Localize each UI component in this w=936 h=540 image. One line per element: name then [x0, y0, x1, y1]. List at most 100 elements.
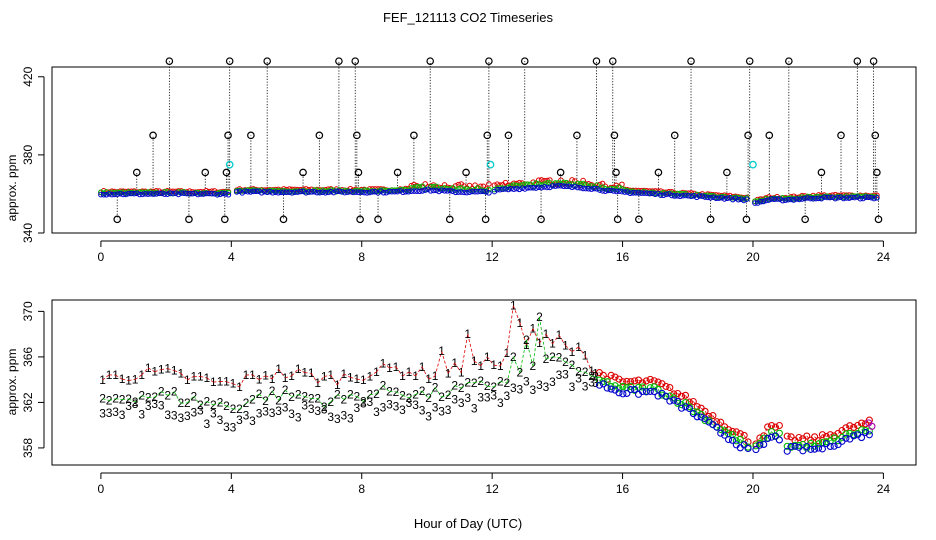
series-line-l2: [830, 437, 835, 442]
point-l3-bottom: 3: [217, 413, 224, 427]
point-l3-top: [100, 191, 107, 198]
point-l2-top: [513, 182, 520, 189]
spike-point: [504, 131, 513, 140]
point-l3-top: [779, 197, 786, 204]
point-l3-top: [657, 192, 664, 198]
point-l3-top: [455, 189, 462, 195]
axes-top: 0 4 8 12 16 20 24 340 380 420: [21, 66, 890, 264]
point-l3-top: [438, 187, 445, 193]
point-l3-top: [272, 189, 279, 195]
series-line-l1: [837, 430, 843, 434]
point-l3-top: [608, 187, 614, 194]
point-l3-bottom: [807, 445, 815, 453]
point-l3-top: [153, 191, 160, 197]
point-l3-bottom: [681, 403, 690, 411]
point-l3-top: [427, 188, 434, 194]
point-l1-top: [480, 183, 487, 190]
point-l2-top: [175, 189, 182, 195]
point-l3-bottom: 3: [256, 407, 263, 421]
point-l3-top: [208, 190, 215, 197]
point-l3-top: [125, 190, 132, 197]
point-l3-top: [220, 190, 226, 197]
point-l3-bottom: 3: [399, 403, 406, 417]
point-l3-bottom: [811, 445, 819, 453]
point-l1-bottom: [764, 423, 772, 431]
point-l3-top: [195, 191, 201, 198]
point-l3-top: [253, 188, 259, 195]
point-l3-bottom: 3: [360, 396, 367, 410]
series-line-l2: [669, 395, 674, 399]
point-l3-top: [375, 190, 381, 196]
point-l1-bottom: [818, 431, 826, 439]
series-line-l1: [642, 380, 647, 384]
series-line-l1: [278, 368, 286, 379]
point-l3-top: [530, 184, 537, 191]
series-line-l2: [681, 402, 686, 406]
series-line-l2: [115, 398, 123, 401]
series-line-l2: [141, 395, 149, 398]
point-l3-top: [425, 186, 431, 193]
point-l3-top: [760, 198, 767, 205]
point-l3-top: [214, 192, 221, 198]
series-line-l1: [154, 369, 162, 373]
point-l3-top: [677, 193, 683, 200]
point-l3-top: [666, 191, 672, 197]
point-l3-bottom: [771, 432, 780, 440]
point-l3-bottom: [787, 442, 795, 450]
x-tick-label-bottom: 16: [616, 482, 630, 496]
point-l3-top: [159, 190, 165, 197]
point-l3-bottom: 3: [425, 410, 432, 424]
point-l3-top: [430, 187, 437, 194]
point-l3-top: [281, 189, 287, 196]
point-l3-top: [815, 195, 822, 202]
series-line-l1: [441, 351, 449, 374]
point-l3-top: [533, 185, 539, 191]
point-l3-top: [605, 187, 611, 194]
point-l2-top: [616, 184, 622, 191]
point-l3-top: [671, 193, 678, 199]
series-line-l2: [271, 390, 279, 401]
point-l2-bottom: [666, 392, 674, 400]
point-l3-bottom: [607, 385, 615, 393]
spike-point: [481, 215, 490, 224]
point-l3-top: [807, 195, 814, 202]
point-l3-bottom: [697, 413, 705, 421]
point-l3-top: [123, 191, 129, 198]
series-line-l2: [382, 385, 390, 392]
point-l1-bottom: [646, 375, 654, 383]
series-line-l1: [578, 346, 586, 356]
point-l3-bottom: 3: [562, 368, 569, 382]
point-l3-top: [444, 188, 451, 194]
y-axis-label-bottom: approx. ppm: [5, 349, 19, 416]
point-l3-top: [247, 189, 254, 195]
point-l3-top: [341, 189, 348, 196]
spike-point: [520, 57, 529, 65]
series-line-l2: [441, 394, 449, 398]
point-l3-top: [469, 188, 476, 195]
series-line-l2: [284, 389, 292, 398]
point-l3-bottom: 3: [249, 414, 256, 428]
point-l3-bottom: [619, 390, 627, 398]
point-l3-top: [613, 188, 620, 195]
point-l3-top: [286, 189, 293, 195]
point-l2-top: [411, 184, 417, 191]
point-l3-top: [840, 195, 847, 202]
spike-point: [706, 215, 715, 224]
point-l3-bottom: 3: [393, 399, 400, 413]
point-l3-bottom: 3: [340, 408, 347, 422]
point-l3-top: [558, 182, 564, 189]
point-l3-top: [729, 196, 736, 203]
spike-point: [185, 215, 193, 224]
series-line-l2: [134, 395, 142, 403]
point-l1-bottom: [775, 421, 783, 430]
series-line-l2: [350, 394, 357, 397]
spike-point: [556, 168, 565, 177]
point-l3-top: [300, 188, 307, 195]
series-line-l1: [213, 381, 220, 383]
series-line-l2: [712, 424, 718, 428]
point-l3-top: [447, 187, 453, 194]
point-l3-top: [513, 185, 520, 192]
x-tick-label-top: 24: [877, 250, 891, 264]
